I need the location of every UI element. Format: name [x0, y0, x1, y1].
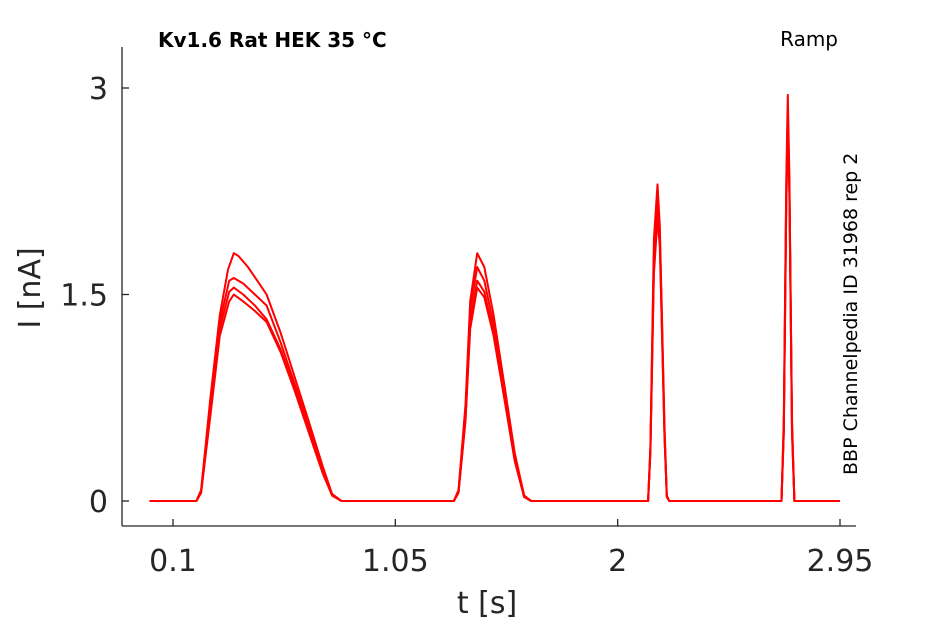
chart-title: Kv1.6 Rat HEK 35 °C: [158, 28, 387, 52]
y-tick-label: 3: [89, 72, 108, 107]
x-tick-label: 2: [608, 544, 627, 579]
protocol-label: Ramp: [780, 27, 838, 51]
y-tick-label: 1.5: [60, 279, 108, 314]
y-axis-label: I [nA]: [13, 247, 48, 328]
x-axis-label: t [s]: [457, 586, 517, 621]
current-trace-3: [149, 114, 840, 502]
current-trace-4: [149, 114, 840, 502]
x-tick-label: 1.05: [362, 544, 429, 579]
y-tick-label: 0: [89, 485, 108, 520]
x-tick-label: 2.95: [807, 544, 874, 579]
x-tick-label: 0.1: [149, 544, 197, 579]
x-tick-group: 0.1 1.05 2 2.95: [149, 519, 873, 579]
trace-group: [149, 93, 840, 502]
source-annotation: BBP Channelpedia ID 31968 rep 2: [840, 153, 862, 475]
y-tick-group: 01.53: [60, 72, 129, 520]
current-trace-1: [149, 93, 840, 502]
